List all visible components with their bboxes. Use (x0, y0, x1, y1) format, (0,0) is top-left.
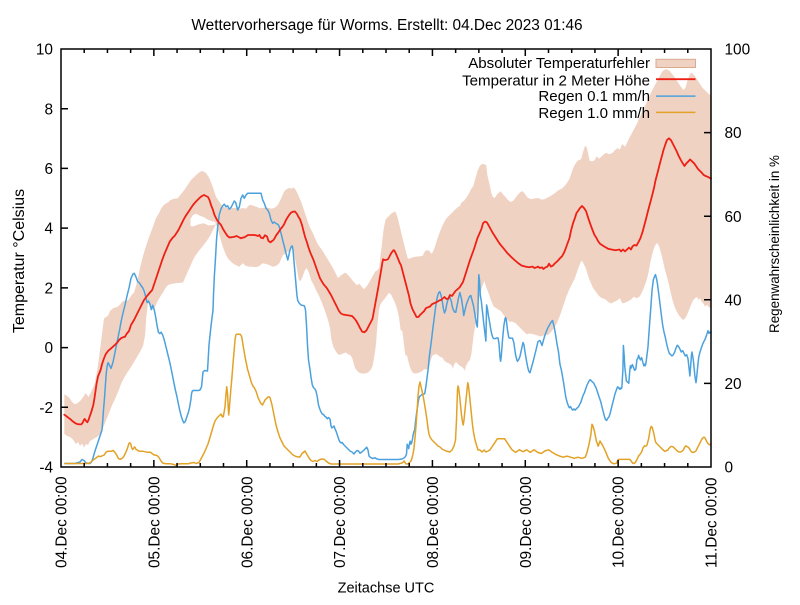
svg-text:06.Dec 00:00: 06.Dec 00:00 (239, 476, 256, 568)
svg-text:Temperatur °Celsius: Temperatur °Celsius (11, 189, 28, 333)
svg-text:8: 8 (44, 101, 53, 118)
svg-text:Temperatur in 2 Meter Höhe: Temperatur in 2 Meter Höhe (462, 72, 650, 89)
svg-text:Regen 1.0 mm/h: Regen 1.0 mm/h (538, 105, 650, 122)
svg-text:20: 20 (725, 376, 742, 393)
svg-text:11.Dec 00:00: 11.Dec 00:00 (704, 478, 721, 568)
svg-text:-2: -2 (39, 400, 53, 417)
svg-text:10: 10 (36, 42, 53, 59)
svg-text:2: 2 (44, 280, 53, 297)
svg-text:40: 40 (725, 292, 742, 309)
svg-text:Absoluter Temperaturfehler: Absoluter Temperaturfehler (468, 55, 650, 72)
svg-text:10.Dec 00:00: 10.Dec 00:00 (611, 476, 628, 568)
svg-text:80: 80 (725, 125, 742, 142)
svg-text:6: 6 (44, 161, 53, 178)
svg-text:0: 0 (725, 460, 734, 477)
svg-text:0: 0 (44, 340, 53, 357)
svg-text:Wettervorhersage für Worms. Er: Wettervorhersage für Worms. Erstellt: 04… (191, 17, 582, 34)
svg-text:07.Dec 00:00: 07.Dec 00:00 (332, 476, 349, 568)
svg-text:09.Dec 00:00: 09.Dec 00:00 (518, 476, 535, 568)
svg-text:Regen 0.1 mm/h: Regen 0.1 mm/h (538, 88, 650, 105)
svg-text:60: 60 (725, 209, 742, 226)
svg-text:4: 4 (44, 221, 53, 238)
svg-text:-4: -4 (39, 460, 53, 477)
svg-text:08.Dec 00:00: 08.Dec 00:00 (425, 476, 442, 568)
svg-text:100: 100 (725, 42, 751, 59)
svg-text:05.Dec 00:00: 05.Dec 00:00 (147, 476, 164, 568)
svg-text:Regenwahrscheinlichkeit in %: Regenwahrscheinlichkeit in % (767, 155, 782, 333)
svg-text:04.Dec 00:00: 04.Dec 00:00 (54, 476, 71, 568)
svg-text:Zeitachse UTC: Zeitachse UTC (338, 581, 435, 597)
